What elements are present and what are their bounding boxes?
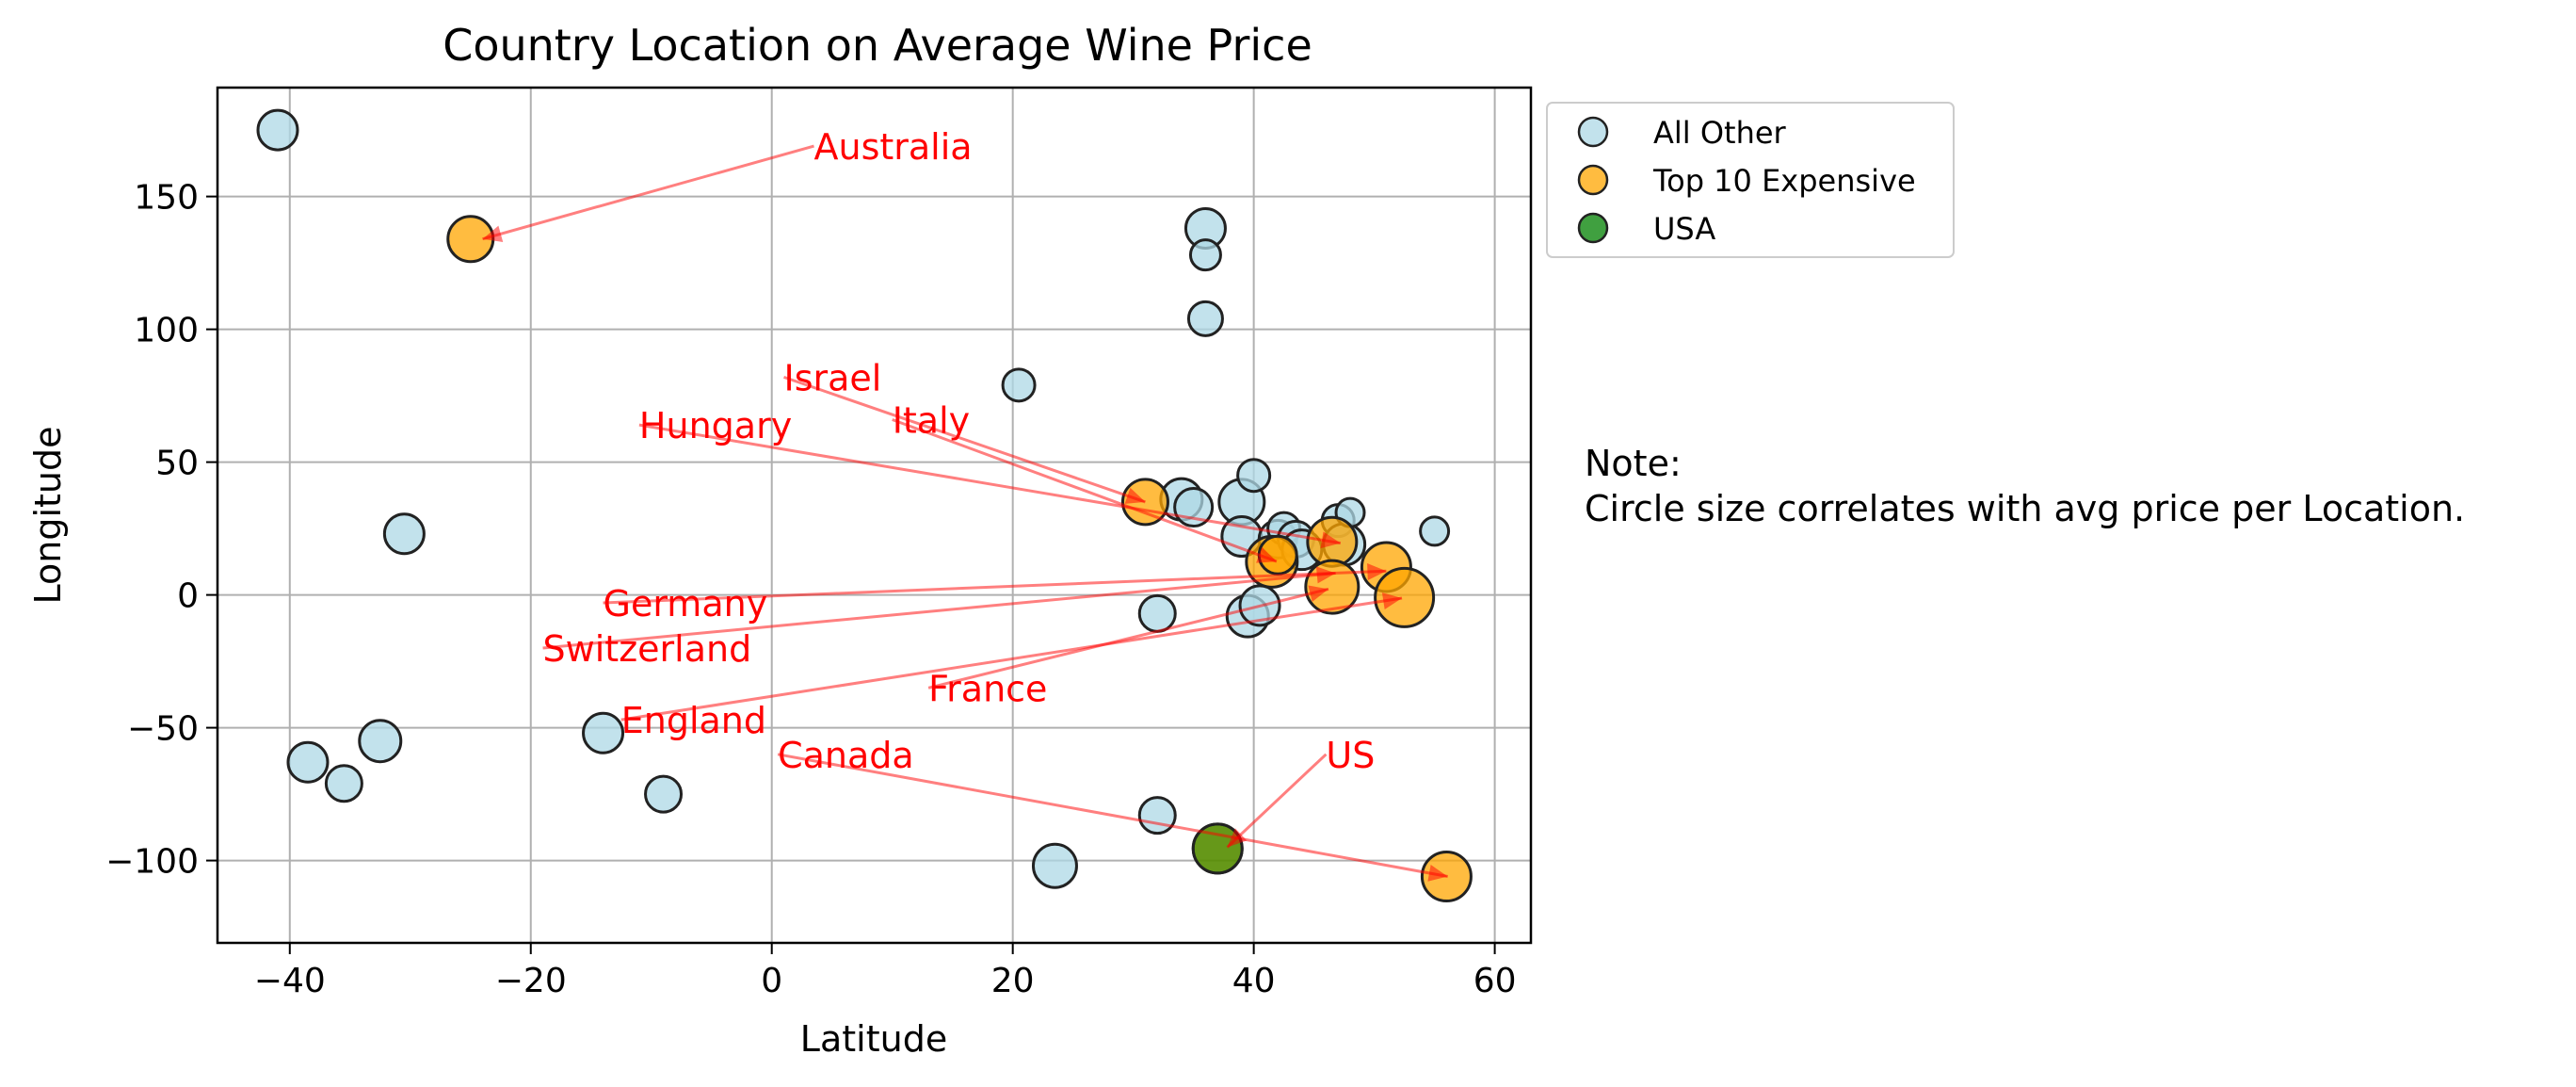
point-all-other — [1137, 593, 1177, 633]
annotation-arrow — [783, 375, 1146, 504]
legend: All Other Top 10 Expensive USA — [1546, 102, 1955, 258]
point-all-other — [286, 740, 330, 784]
annotations: Australia Israel Italy Hungary GermanySwitze… — [482, 126, 1448, 882]
annotation-israel: Israel — [783, 357, 1146, 504]
point-all-other — [1186, 300, 1224, 337]
annotation-arrowhead — [1381, 592, 1403, 609]
note-title: Note: — [1585, 443, 1682, 484]
point-all-other — [358, 719, 403, 764]
legend-marker-usa — [1577, 212, 1609, 244]
x-tick-label: −20 — [495, 962, 567, 1000]
point-all-other — [582, 711, 625, 754]
legend-label-usa: USA — [1653, 211, 1715, 247]
y-tick-label: 50 — [155, 445, 199, 483]
annotation-label: Canada — [778, 735, 914, 776]
annotation-arrow — [542, 571, 1336, 650]
point-all-other — [382, 512, 426, 556]
annotation-arrow — [638, 423, 1342, 545]
data-points — [256, 108, 1473, 903]
x-tick-label: −40 — [254, 962, 326, 1000]
axis-ticks: −40 −20 0 20 40 60 −100 −50 0 50 100 150 — [105, 179, 1516, 1000]
chart-title: Country Location on Average Wine Price — [443, 20, 1312, 71]
size-note: Note: Circle size correlates with avg pr… — [1585, 441, 2465, 531]
annotation-label: Israel — [784, 357, 882, 398]
y-tick-label: −100 — [105, 843, 199, 882]
annotation-label: Germany — [604, 583, 768, 625]
annotation-arrow — [927, 587, 1329, 690]
annotation-england: England — [620, 592, 1403, 741]
point-all-other — [1236, 458, 1272, 494]
annotation-arrow — [892, 418, 1278, 563]
legend-label-all-other: All Other — [1653, 115, 1787, 151]
x-tick-label: 0 — [761, 962, 782, 1000]
annotation-arrowhead — [1320, 531, 1341, 549]
annotation-arrowhead — [1308, 585, 1328, 602]
point-all-other — [1188, 238, 1222, 272]
annotation-label: Switzerland — [543, 628, 752, 670]
legend-marker-all-other — [1577, 116, 1609, 148]
note-text: Circle size correlates with avg price pe… — [1585, 488, 2466, 529]
annotation-arrow — [777, 753, 1448, 878]
x-tick-label: 40 — [1232, 962, 1276, 1000]
annotation-arrowhead — [1367, 563, 1387, 581]
y-tick-label: 0 — [177, 577, 199, 616]
point-all-other — [644, 774, 684, 814]
annotation-arrow — [482, 144, 814, 241]
annotation-arrowhead — [1227, 828, 1248, 848]
annotation-canada: Canada — [777, 735, 1448, 882]
annotation-us: US — [1226, 735, 1375, 849]
legend-label-top-10-expensive: Top 10 Expensive — [1652, 163, 1916, 199]
annotation-label: US — [1326, 735, 1375, 776]
x-tick-label: 20 — [991, 962, 1035, 1000]
x-axis-label: Latitude — [800, 1018, 947, 1060]
legend-marker-top-10-expensive — [1577, 164, 1609, 196]
x-tick-label: 60 — [1473, 962, 1517, 1000]
annotation-arrowhead — [1256, 546, 1277, 563]
annotation-label: England — [621, 700, 766, 741]
point-all-other — [1137, 796, 1177, 836]
annotation-arrowhead — [1315, 566, 1336, 584]
plot-frame — [216, 86, 1533, 945]
annotation-switzerland: Switzerland — [542, 566, 1336, 670]
annotation-germany: Germany — [603, 563, 1387, 625]
annotation-italy: Italy — [892, 399, 1278, 563]
y-tick-label: 100 — [134, 312, 199, 350]
point-all-other — [1419, 515, 1451, 547]
annotation-arrowhead — [482, 225, 504, 242]
annotation-arrow — [620, 596, 1403, 722]
point-all-other — [1031, 842, 1078, 889]
annotation-arrowhead — [1427, 865, 1448, 882]
annotation-france: France — [927, 585, 1329, 709]
y-tick-label: 150 — [134, 179, 199, 218]
annotation-label: Hungary — [639, 405, 792, 446]
annotation-label: Australia — [814, 126, 973, 168]
y-axis-label: Longitude — [27, 427, 69, 605]
point-top-10-expensive — [1374, 566, 1436, 628]
annotation-hungary: Hungary — [638, 405, 1342, 549]
point-all-other — [324, 764, 363, 803]
annotation-label: France — [928, 668, 1047, 709]
annotation-arrowhead — [1124, 487, 1146, 504]
y-tick-label: −50 — [127, 710, 199, 749]
annotation-australia: Australia — [482, 126, 973, 242]
point-all-other — [1001, 367, 1037, 403]
annotation-arrow — [603, 569, 1387, 605]
annotation-arrow — [1226, 753, 1328, 849]
legend-frame — [1546, 102, 1955, 258]
annotation-label: Italy — [893, 399, 970, 441]
point-all-other — [256, 108, 299, 152]
